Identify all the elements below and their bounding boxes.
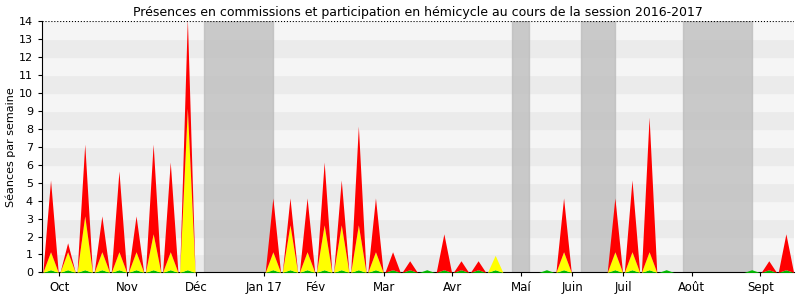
Bar [42, 39, 794, 57]
Bar [42, 219, 794, 236]
Bar [42, 183, 794, 201]
Bar [42, 165, 794, 183]
Bar [512, 21, 530, 272]
Bar [42, 254, 794, 272]
Bar [205, 21, 273, 272]
Y-axis label: Séances par semaine: Séances par semaine [6, 87, 16, 207]
Bar [42, 147, 794, 165]
Bar [42, 201, 794, 219]
Bar [42, 57, 794, 75]
Bar [581, 21, 615, 272]
Title: Présences en commissions et participation en hémicycle au cours de la session 20: Présences en commissions et participatio… [134, 6, 703, 19]
Bar [683, 21, 752, 272]
Bar [42, 129, 794, 147]
Bar [42, 75, 794, 93]
Bar [42, 21, 794, 39]
Bar [42, 111, 794, 129]
Bar [42, 236, 794, 254]
Bar [42, 93, 794, 111]
